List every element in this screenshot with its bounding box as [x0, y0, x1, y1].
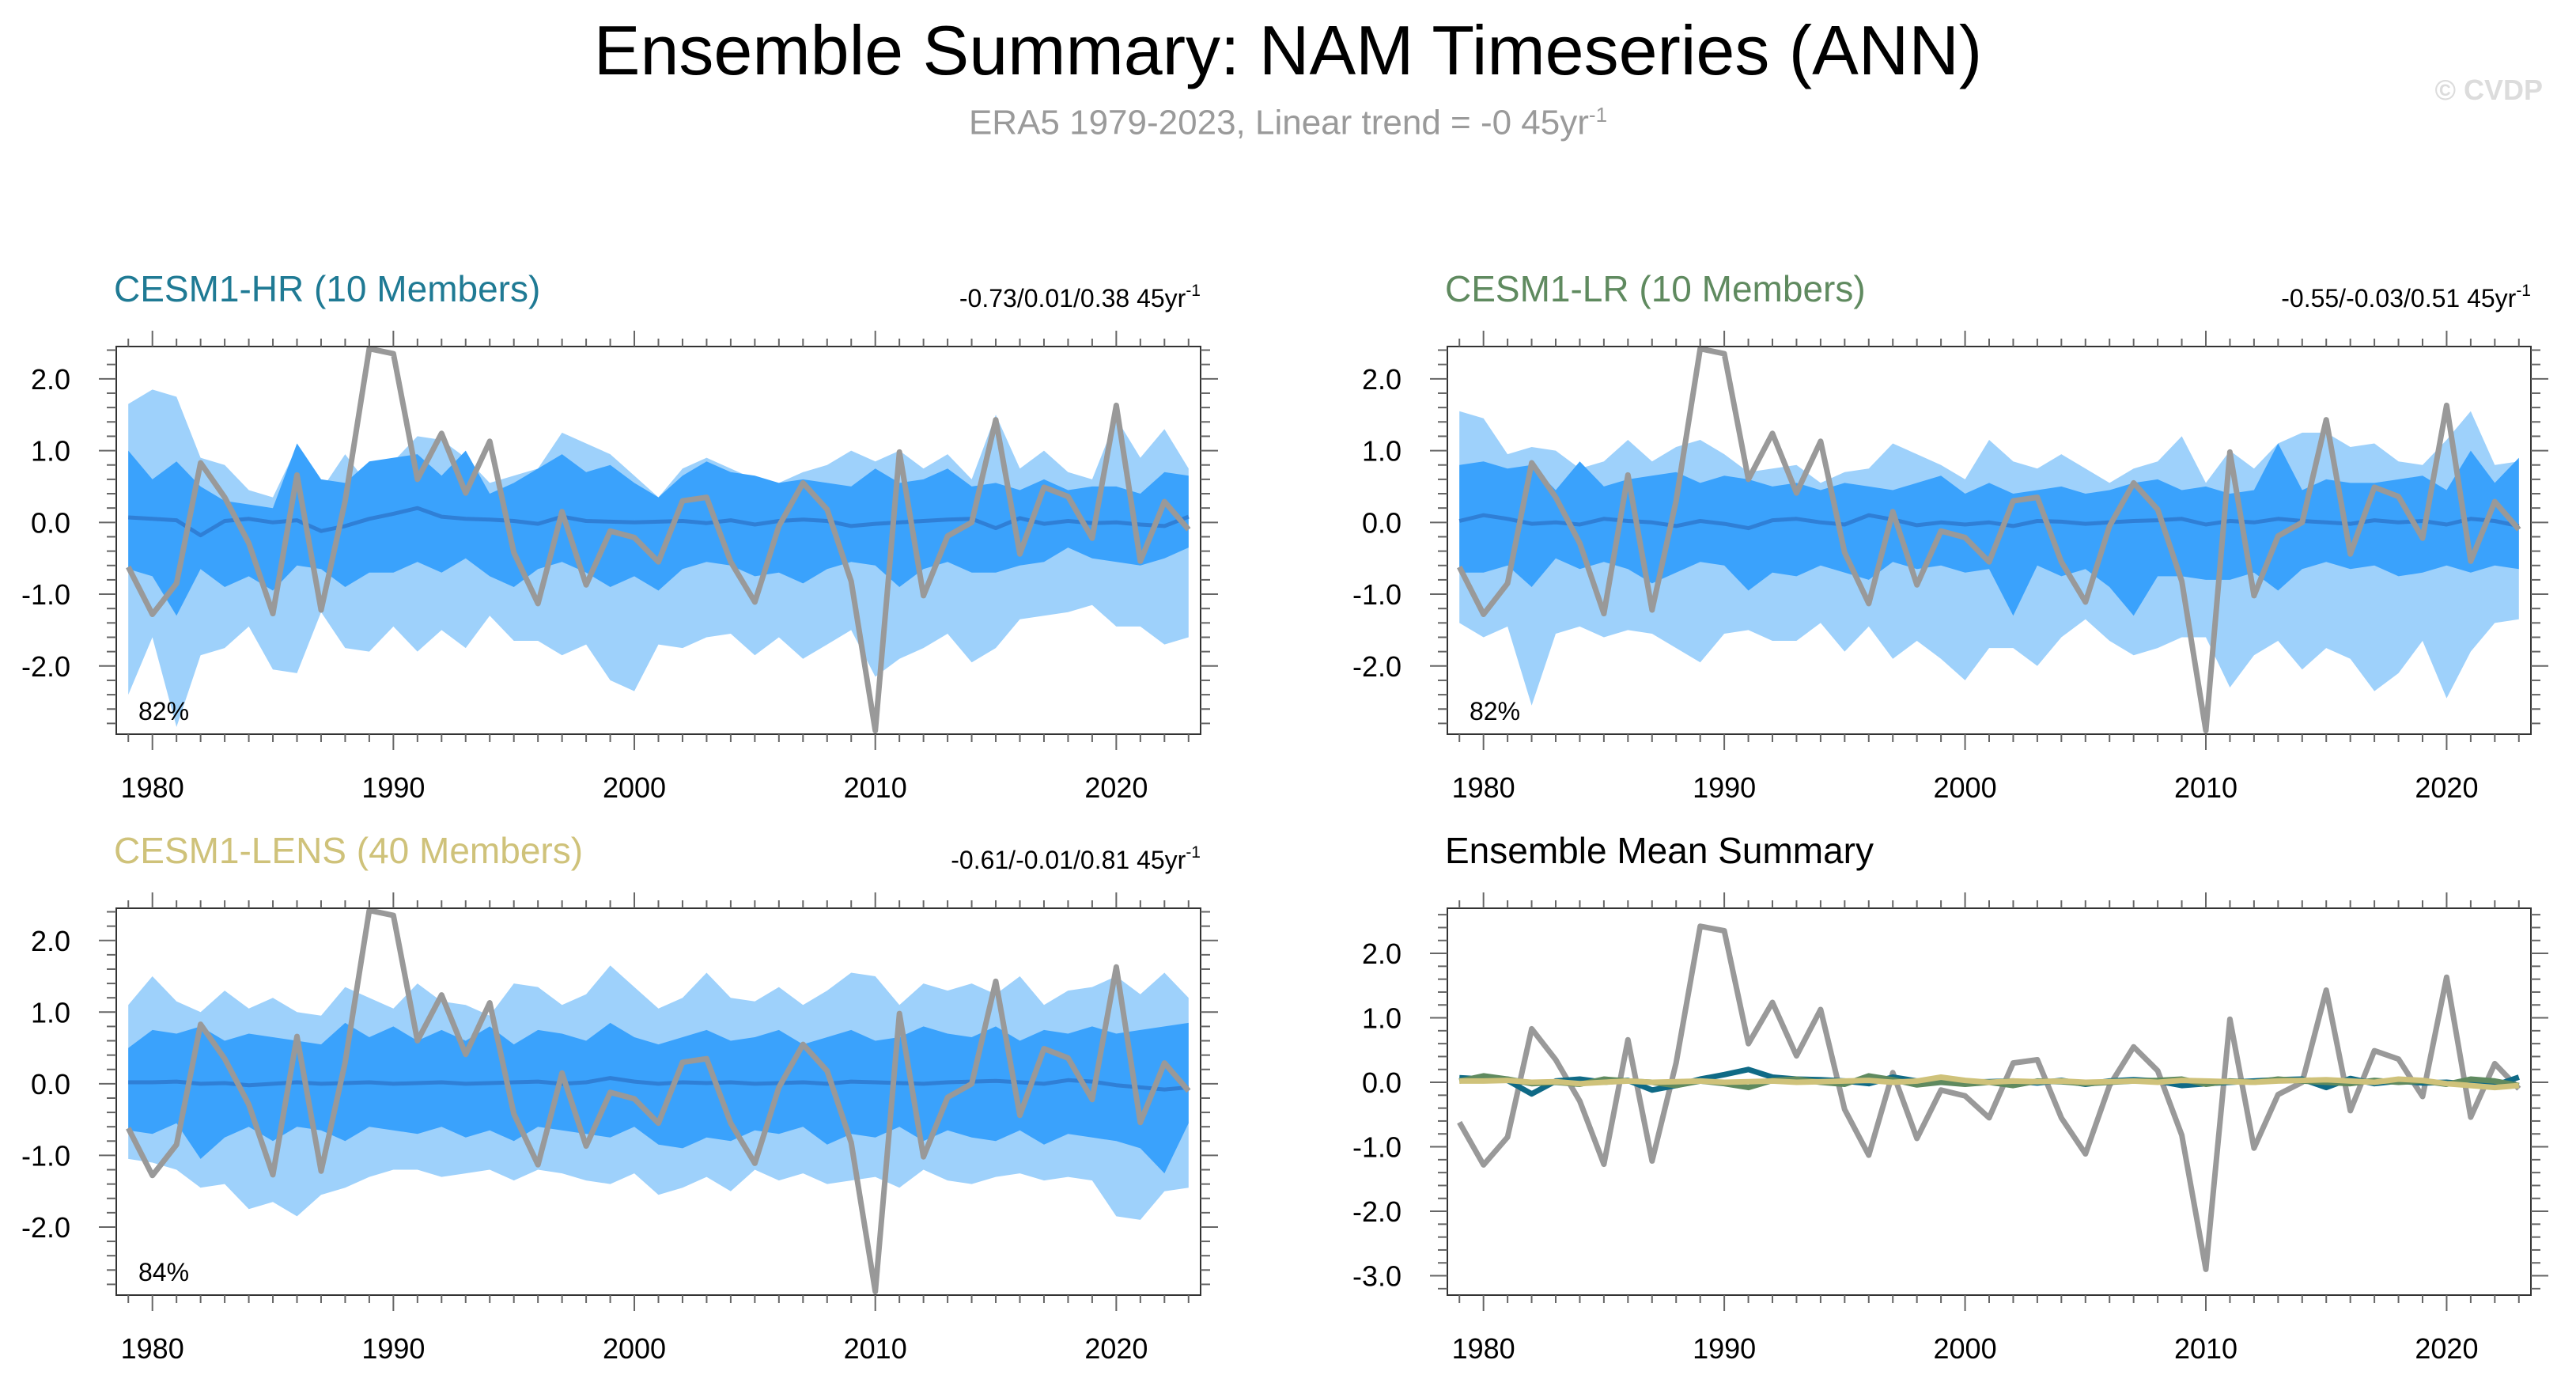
panel-3: 84% -0.61/-0.01/0.81 45yr-1 2.0 1.0 0.0 -1.0 -… — [21, 830, 1218, 1365]
y-tick-label: 1.0 — [31, 996, 70, 1028]
observed-line — [126, 346, 1191, 733]
y-tick-label: -2.0 — [1352, 1195, 1401, 1228]
x-tick-label: 1990 — [1693, 771, 1756, 804]
y-tick-label: 1.0 — [1362, 435, 1401, 468]
ensemble-spread-inner — [128, 443, 1189, 616]
observed-line — [1457, 346, 2521, 733]
y-tick-label: -3.0 — [1352, 1260, 1401, 1293]
subtitle-text: ERA5 1979-2023, Linear trend = -0 45yr — [968, 103, 1589, 142]
x-tick-label: 1990 — [1693, 1332, 1756, 1365]
y-tick-label: 2.0 — [31, 925, 70, 957]
series-line-1 — [1457, 923, 2521, 1272]
x-tick-label: 1980 — [1452, 771, 1515, 804]
plot-frame — [1447, 907, 2532, 1296]
y-tick-label: -1.0 — [1352, 1131, 1401, 1164]
y-tick-label: -2.0 — [1352, 650, 1401, 683]
y-tick-label: 1.0 — [31, 435, 70, 468]
x-tick-label: 1980 — [1452, 1332, 1515, 1365]
y-tick-label: 2.0 — [1362, 363, 1401, 396]
x-tick-label: 2020 — [2415, 1332, 2478, 1365]
y-tick-label: -1.0 — [1352, 578, 1401, 611]
x-tick-label: 1990 — [361, 1332, 425, 1365]
x-tick-label: 1990 — [361, 771, 425, 804]
y-tick-label: -2.0 — [21, 650, 70, 683]
subtitle-superscript: -1 — [1588, 103, 1608, 127]
x-tick-label: 2010 — [2174, 1332, 2237, 1365]
panel-title: CESM1-HR (10 Members) — [114, 268, 540, 309]
y-tick-label: 0.0 — [31, 1068, 70, 1100]
x-tick-label: 2020 — [2415, 771, 2478, 804]
series-line-4 — [1459, 1074, 2520, 1091]
trend-label: -0.73/0.01/0.38 45yr-1 — [959, 282, 1201, 313]
cvdp-watermark: © CVDP — [2434, 74, 2543, 106]
x-tick-label: 2020 — [1084, 771, 1148, 804]
ensemble-spread-inner — [128, 1022, 1189, 1174]
y-tick-label: 2.0 — [31, 363, 70, 396]
x-tick-label: 2010 — [844, 771, 907, 804]
page-subtitle: ERA5 1979-2023, Linear trend = -0 45yr-1 — [0, 104, 2576, 141]
ensemble-spread-inner — [1459, 443, 2519, 616]
y-tick-label: -1.0 — [21, 1139, 70, 1172]
x-tick-label: 2000 — [603, 1332, 666, 1365]
panel-2: 82% -0.55/-0.03/0.51 45yr-1 2.0 1.0 0.0 -1.0 -… — [1352, 268, 2548, 804]
panel-title: CESM1-LR (10 Members) — [1445, 268, 1866, 309]
x-tick-label: 1980 — [121, 1332, 184, 1365]
observed-line — [126, 907, 1191, 1294]
x-tick-label: 1980 — [121, 771, 184, 804]
y-tick-label: 2.0 — [1362, 938, 1401, 970]
x-tick-label: 2010 — [2174, 771, 2237, 804]
panel-title: Ensemble Mean Summary — [1445, 830, 1874, 871]
percent-label: 84% — [138, 1258, 189, 1286]
y-tick-label: -1.0 — [21, 578, 70, 611]
percent-label: 82% — [138, 697, 189, 725]
x-tick-label: 2000 — [1934, 771, 1997, 804]
x-tick-label: 2010 — [844, 1332, 907, 1365]
x-tick-label: 2020 — [1084, 1332, 1148, 1365]
panel-title: CESM1-LENS (40 Members) — [114, 830, 583, 871]
page-title: Ensemble Summary: NAM Timeseries (ANN) — [593, 11, 1983, 89]
y-tick-label: -2.0 — [21, 1211, 70, 1244]
y-tick-label: 0.0 — [31, 506, 70, 539]
percent-label: 82% — [1470, 697, 1520, 725]
trend-label: -0.55/-0.03/0.51 45yr-1 — [2281, 282, 2531, 313]
y-tick-label: 0.0 — [1362, 1066, 1401, 1099]
y-tick-label: 0.0 — [1362, 506, 1401, 539]
trend-label: -0.61/-0.01/0.81 45yr-1 — [951, 843, 1201, 874]
panel-1: 82% -0.73/0.01/0.38 45yr-1 2.0 1.0 0.0 -1.0 -2… — [21, 268, 1218, 804]
y-tick-label: 1.0 — [1362, 1002, 1401, 1035]
x-tick-label: 2000 — [603, 771, 666, 804]
x-tick-label: 2000 — [1934, 1332, 1997, 1365]
panel-4: 2.0 1.0 0.0 -1.0 -2.0 -3.0 1980 1990 2000 2010 202… — [1352, 830, 2548, 1365]
